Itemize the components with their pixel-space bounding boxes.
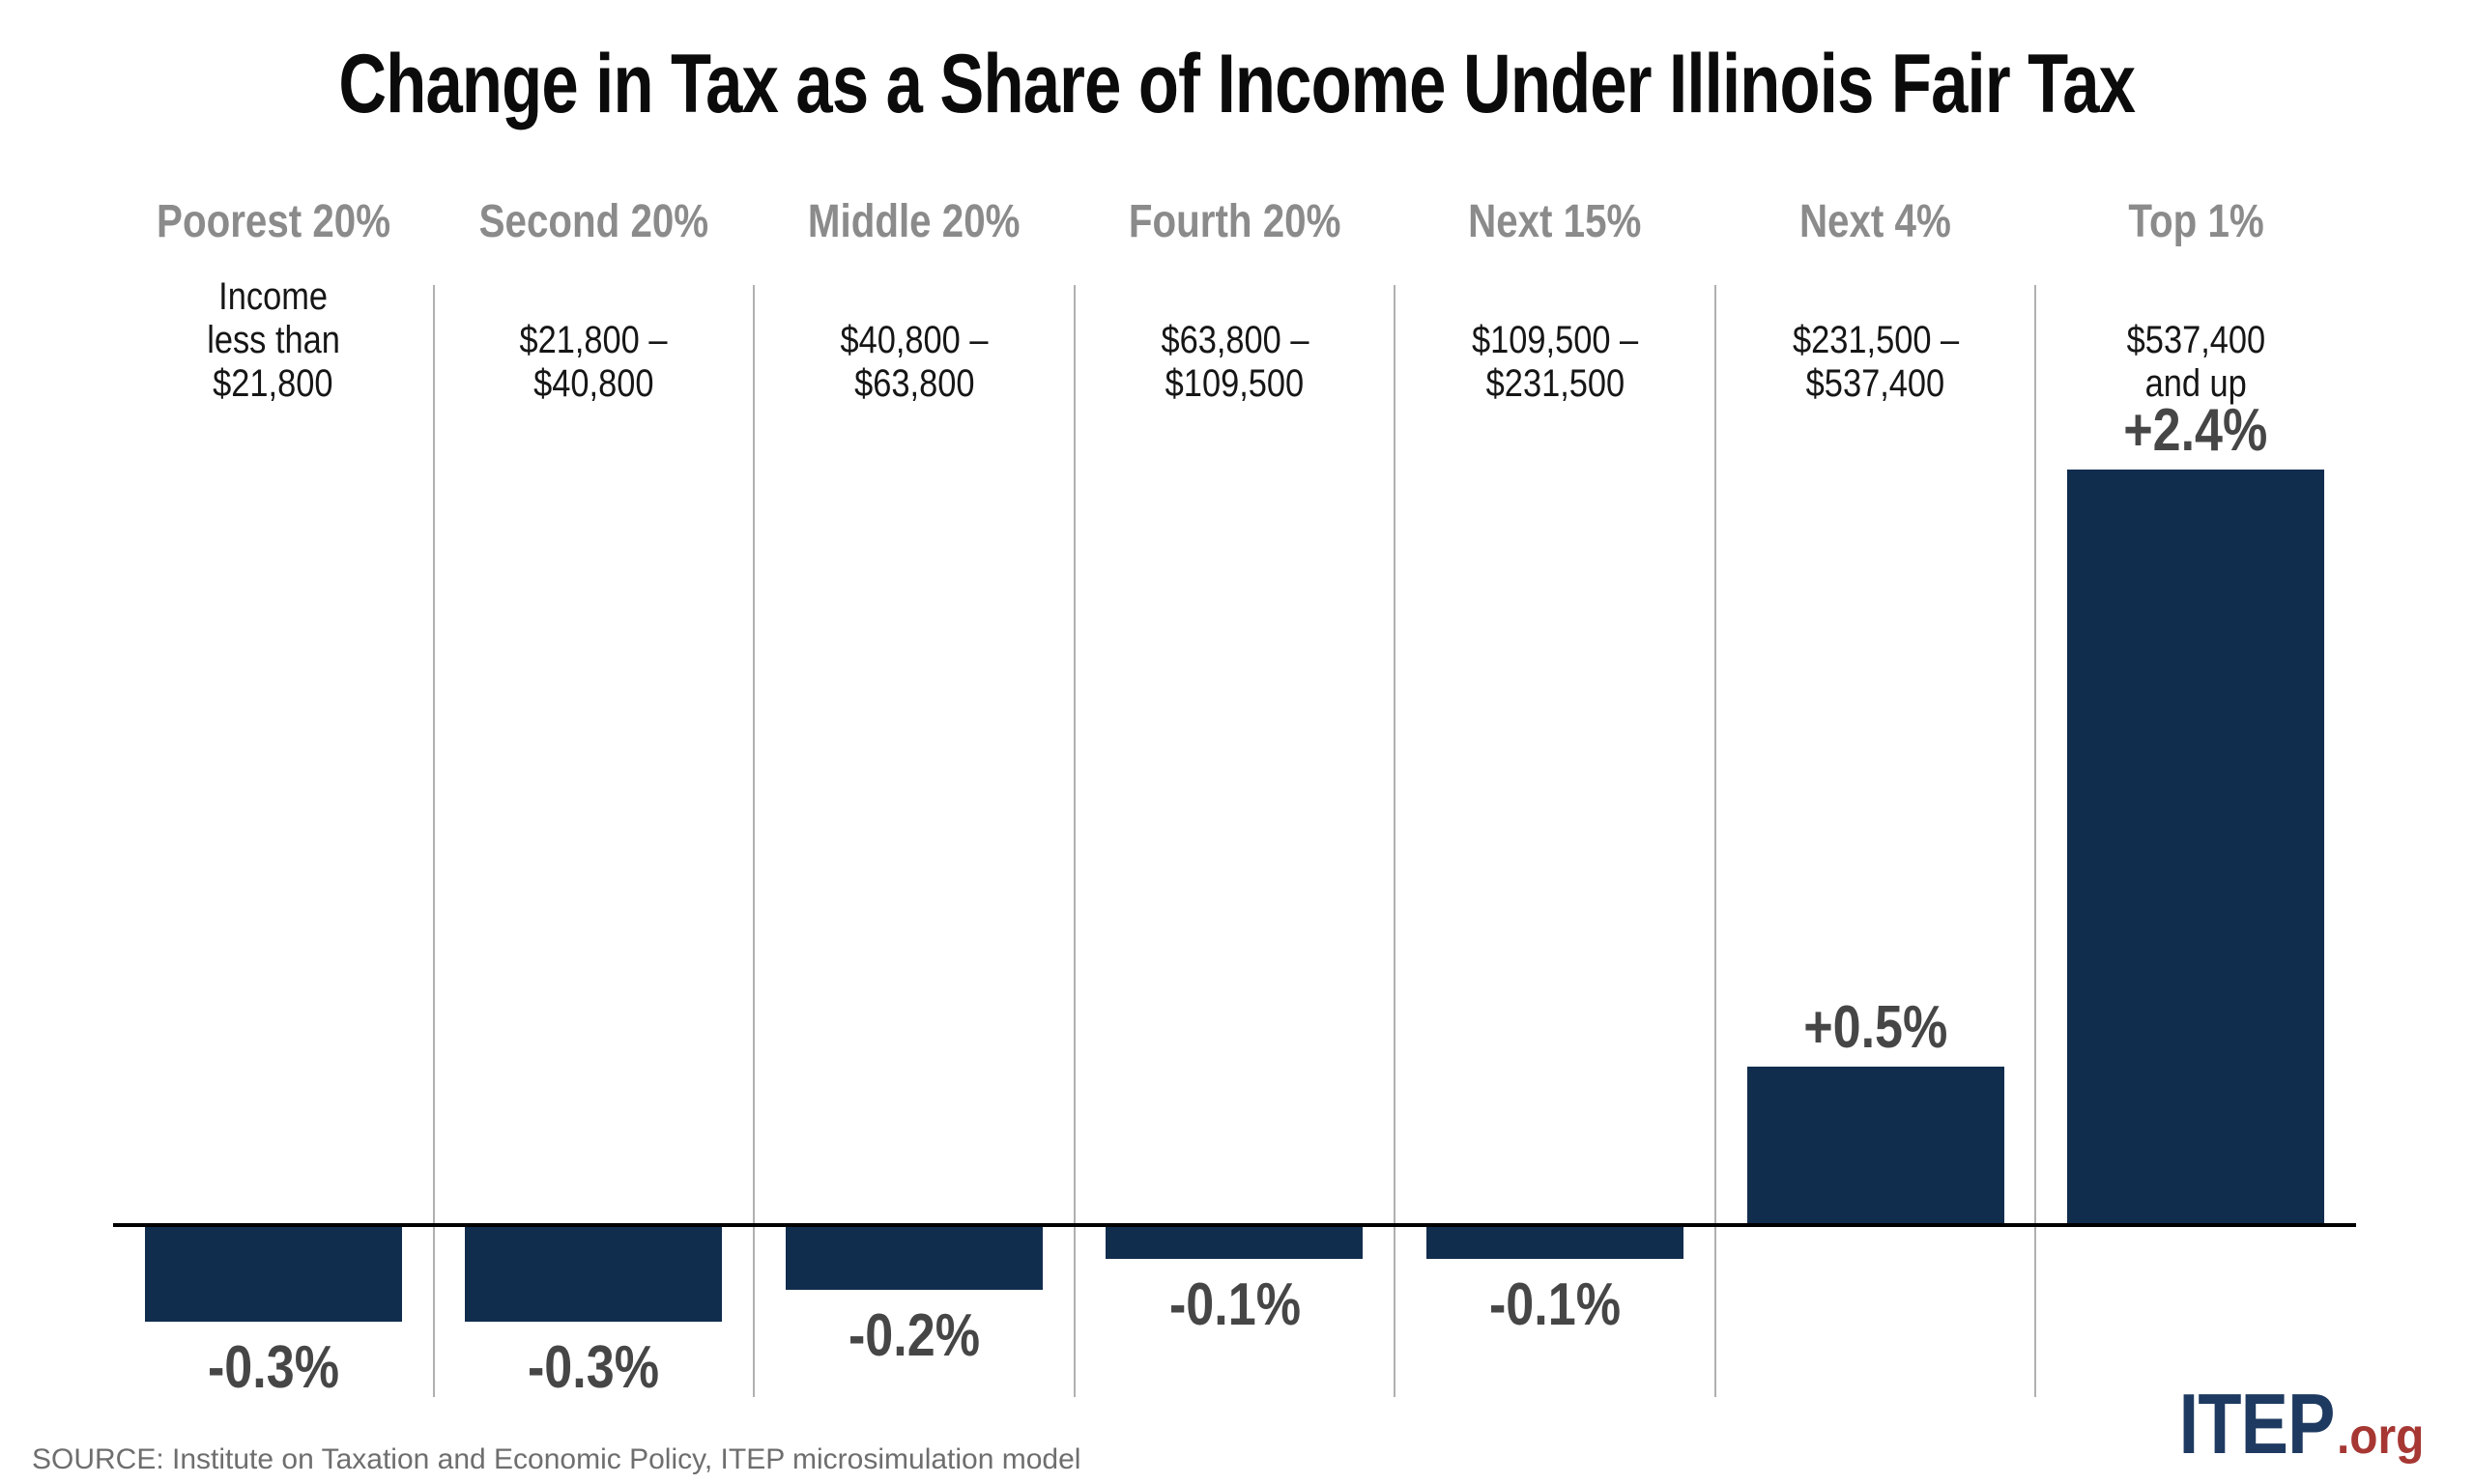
income-range: $231,500 – $537,400: [1715, 272, 2036, 406]
column-divider: [753, 285, 756, 1397]
income-range-line: $40,800: [533, 362, 654, 405]
zero-axis-line: [113, 1223, 2356, 1227]
column-second-20: Second 20% $21,800 – $40,800 -0.3%: [434, 0, 755, 1449]
income-range: Income less than $21,800: [113, 272, 434, 406]
bar-top-1: [2067, 470, 2325, 1223]
column-divider: [1713, 285, 1716, 1397]
value-label: +2.4%: [2123, 397, 2268, 464]
category-label: Poorest 20%: [156, 196, 390, 247]
value-label: -0.1%: [1168, 1270, 1301, 1338]
income-range-line: $537,400: [2126, 319, 2265, 361]
income-range: $537,400 and up: [2035, 272, 2356, 406]
source-note: SOURCE: Institute on Taxation and Econom…: [32, 1443, 1081, 1475]
itep-logo: ITEP.org: [2149, 1382, 2431, 1467]
bar-next-15: [1426, 1227, 1684, 1259]
category-label: Fourth 20%: [1128, 196, 1341, 247]
category-label: Middle 20%: [808, 196, 1021, 247]
category-label: Next 15%: [1468, 196, 1642, 247]
bar-middle-20: [785, 1227, 1043, 1290]
income-range-line: $109,500 –: [1471, 319, 1639, 361]
column-next-15: Next 15% $109,500 – $231,500 -0.1%: [1395, 0, 1715, 1449]
bar-fourth-20: [1106, 1227, 1364, 1259]
bar-second-20: [465, 1227, 723, 1322]
category-label: Second 20%: [478, 196, 709, 247]
chart-title: Change in Tax as a Share of Income Under…: [338, 38, 2137, 130]
column-divider: [2034, 285, 2037, 1397]
column-top-1: Top 1% $537,400 and up +2.4%: [2035, 0, 2356, 1449]
value-label: -0.2%: [848, 1302, 980, 1369]
bar-next-4: [1746, 1066, 2004, 1223]
column-divider: [1073, 285, 1076, 1397]
income-range-line: $21,800: [213, 362, 333, 405]
value-label: +0.5%: [1803, 993, 1948, 1061]
value-label: -0.3%: [528, 1333, 660, 1401]
income-range-line: $537,400: [1805, 362, 1945, 405]
column-middle-20: Middle 20% $40,800 – $63,800 -0.2%: [754, 0, 1075, 1449]
income-range-line: and up: [2144, 362, 2247, 405]
income-range-line: Income: [218, 275, 329, 318]
value-label: -0.1%: [1489, 1270, 1622, 1338]
category-label: Next 4%: [1799, 196, 1952, 247]
value-label: -0.3%: [207, 1333, 339, 1401]
column-next-4: Next 4% $231,500 – $537,400 +0.5%: [1715, 0, 2036, 1449]
column-divider: [432, 285, 435, 1397]
income-range-line: $21,800 –: [519, 319, 668, 361]
income-range-line: less than: [206, 319, 340, 361]
income-range: $40,800 – $63,800: [754, 272, 1075, 406]
income-range: $21,800 – $40,800: [434, 272, 755, 406]
income-range: $63,800 – $109,500: [1075, 272, 1395, 406]
income-range-line: $63,800: [853, 362, 975, 405]
income-range-line: $63,800 –: [1160, 319, 1309, 361]
category-label: Top 1%: [2127, 196, 2264, 247]
income-range: $109,500 – $231,500: [1395, 272, 1715, 406]
plot-area: Poorest 20% Income less than $21,800 -0.…: [113, 0, 2356, 1484]
itep-logo-text: ITEP: [2178, 1376, 2336, 1471]
income-range-line: $109,500: [1165, 362, 1305, 405]
bar-poorest-20: [144, 1227, 402, 1322]
itep-logo-org-suffix: .org: [2336, 1409, 2425, 1465]
income-range-line: $40,800 –: [840, 319, 989, 361]
column-divider: [1394, 285, 1396, 1397]
column-poorest-20: Poorest 20% Income less than $21,800 -0.…: [113, 0, 434, 1449]
income-range-line: $231,500: [1485, 362, 1625, 405]
income-range-line: $231,500 –: [1792, 319, 1959, 361]
column-fourth-20: Fourth 20% $63,800 – $109,500 -0.1%: [1075, 0, 1395, 1449]
